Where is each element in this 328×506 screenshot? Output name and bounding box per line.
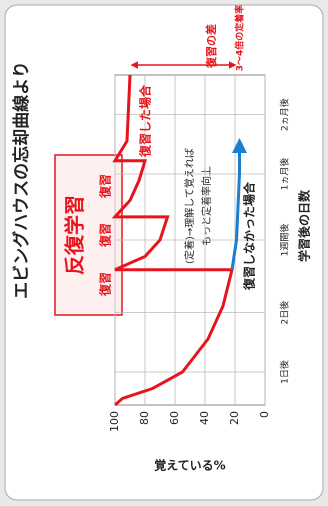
review-box	[54, 154, 123, 316]
y-tick-label: 100	[108, 411, 121, 432]
rotated-chart: エビングハウスの忘却曲線より 学習後の日数 覚えている% 反復学習 復習 復習 …	[11, 5, 312, 473]
chart-title: エビングハウスの忘却曲線より	[11, 61, 32, 299]
x-tick-label: 1日後	[279, 360, 291, 384]
x-tick-label: 1週間後	[279, 224, 291, 257]
annotation: 復習	[98, 223, 113, 248]
annotation: 復習の差	[204, 24, 218, 69]
x-tick-label: 2ヵ月後	[279, 98, 291, 131]
annotation: もっと定着率向上	[200, 166, 213, 246]
y-tick-label: 0	[258, 411, 271, 418]
annotation: 復習	[98, 174, 113, 199]
y-axis-label: 覚えている%	[154, 458, 225, 473]
x-tick-label: 1ヵ月後	[279, 158, 291, 191]
series-line	[230, 138, 247, 270]
series-line	[111, 74, 234, 407]
annotation: 反復学習	[63, 195, 87, 275]
annotation: 復習	[98, 272, 113, 297]
y-tick-label: 60	[168, 411, 181, 425]
x-tick-label: 2日後	[279, 301, 291, 325]
series-label: 復習しなかった場合	[242, 181, 257, 291]
x-axis-label: 学習後の日数	[297, 189, 312, 262]
y-tick-label: 20	[228, 411, 241, 425]
series-label: 復習した場合	[138, 84, 153, 158]
annotation: (定着)→理解して覚えれば	[183, 148, 196, 264]
y-tick-label: 40	[198, 411, 211, 425]
y-tick-label: 80	[138, 411, 151, 425]
annotation: 3〜4倍の定着率	[234, 5, 246, 72]
